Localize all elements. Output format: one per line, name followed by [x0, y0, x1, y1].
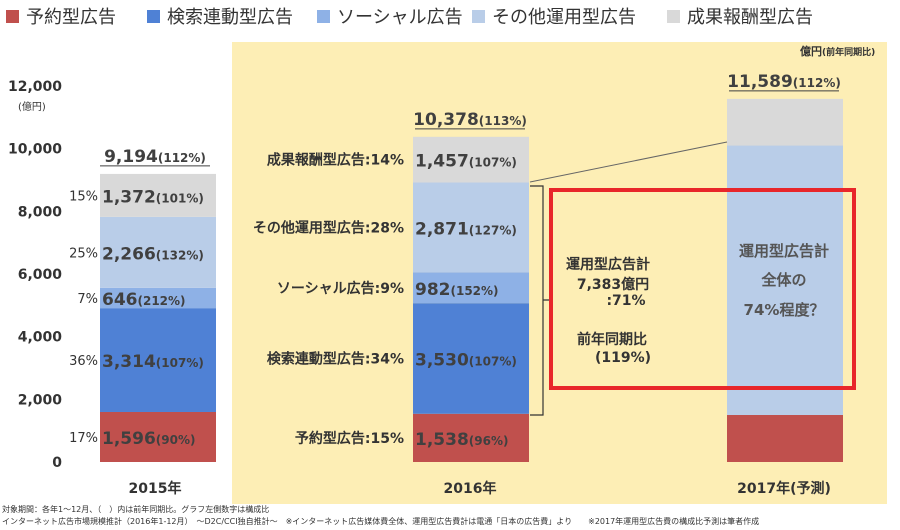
projection-annotation: 運用型広告計 全体の 74%程度？: [739, 242, 829, 319]
data-label-0-2: 646(212%): [102, 290, 186, 310]
legend-label-1: 検索連動型広告: [167, 7, 293, 28]
x-category-label-2: 2017年(予測): [737, 480, 831, 497]
data-label-1-3: 2,871(127%): [415, 219, 517, 239]
segment-share-label-2: ソーシャル広告:9%: [277, 280, 404, 297]
legend-label-4: 成果報酬型広告: [687, 7, 813, 28]
share-label-0-0: 17%: [69, 431, 98, 446]
bar-segment-0-4: [100, 173, 216, 217]
legend-swatch-0: [6, 10, 19, 23]
bar-segment-2-0: [727, 415, 843, 462]
data-label-1-1: 3,530(107%): [415, 351, 517, 371]
bar-segment-0-3: [100, 216, 216, 288]
segment-share-label-4: 成果報酬型広告:14%: [267, 152, 404, 169]
projection-line-1: 運用型広告計: [739, 242, 829, 260]
bracket: [530, 185, 550, 416]
data-label-1-0: 1,538(96%): [415, 430, 508, 450]
data-label-1-4: 1,457(107%): [415, 152, 517, 172]
x-category-label-1: 2016年: [444, 480, 497, 497]
y-tick-label: 10,000: [8, 142, 62, 158]
projection-line-3: 74%程度？: [744, 301, 825, 319]
unit-label: 億円(前年同期比): [800, 44, 875, 58]
unit-label-main: 億円: [800, 44, 822, 58]
share-label-0-1: 36%: [69, 354, 98, 369]
legend-swatch-2: [317, 10, 330, 23]
total-label-2: 11,589(112%): [727, 72, 841, 92]
footnote-1: 対象期間：各年1～12月、（ ）内は前年同期比。グラフ左側数字は構成比: [2, 504, 269, 514]
bar-segment-2-4: [727, 98, 843, 146]
bar-segment-1-1: [413, 303, 529, 414]
data-label-0-4: 1,372(101%): [102, 187, 204, 207]
legend: 予約型広告 検索連動型広告 ソーシャル広告 その他運用型広告 成果報酬型広告: [6, 7, 813, 28]
data-label-0-1: 3,314(107%): [102, 352, 204, 372]
y-tick-label: 2,000: [18, 392, 63, 408]
total-label-1: 10,378(113%): [413, 110, 527, 130]
share-label-0-2: 7%: [77, 292, 98, 307]
share-label-0-4: 15%: [69, 189, 98, 204]
legend-label-2: ソーシャル広告: [337, 7, 463, 28]
bar-segment-1-2: [413, 272, 529, 304]
x-category-label-0: 2015年: [129, 480, 182, 497]
bar-segment-1-4: [413, 136, 529, 183]
bar-segment-0-1: [100, 308, 216, 412]
bracket-line-2: 7,383億円: [577, 276, 649, 293]
bar-segment-0-0: [100, 411, 216, 462]
bar-segment-1-0: [413, 413, 529, 462]
segment-share-label-1: 検索連動型広告:34%: [267, 351, 404, 368]
bracket-line-5: (119%): [595, 350, 651, 366]
projection-connector-line: [529, 141, 728, 183]
total-label-0: 9,194(112%): [104, 147, 206, 167]
legend-swatch-3: [472, 10, 485, 23]
bracket-annotation: 運用型広告計 7,383億円 :71% 前年同期比 (119%): [566, 256, 651, 366]
unit-label-small: (前年同期比): [822, 46, 875, 58]
segment-share-label-0: 予約型広告:15%: [295, 430, 404, 447]
legend-label-3: その他運用型広告: [492, 7, 636, 28]
data-label-1-2: 982(152%): [415, 280, 499, 300]
bracket-line-3: :71%: [606, 293, 645, 309]
y-axis: 0 2,000 4,000 6,000 8,000 10,000 12,000: [8, 79, 62, 471]
y-tick-label: 0: [52, 455, 62, 471]
bar-segment-0-2: [100, 287, 216, 309]
y-axis-unit: (億円): [18, 100, 46, 113]
legend-swatch-1: [147, 10, 160, 23]
projection-line-2: 全体の: [760, 271, 806, 289]
bracket-line-4: 前年同期比: [577, 331, 647, 348]
bar-segment-1-3: [413, 182, 529, 273]
share-label-0-3: 25%: [69, 246, 98, 261]
y-tick-label: 4,000: [18, 330, 63, 346]
y-tick-label: 12,000: [8, 79, 62, 95]
bracket-line-1: 運用型広告計: [566, 256, 650, 273]
legend-swatch-4: [667, 10, 680, 23]
y-tick-label: 8,000: [18, 204, 63, 220]
y-tick-label: 6,000: [18, 267, 63, 283]
segment-share-label-3: その他運用型広告:28%: [253, 219, 404, 236]
highlight-red-box: [549, 188, 856, 390]
footnote-2: インターネット広告市場規模推計（2016年1-12月） ～D2C/CCI独自推計…: [2, 516, 759, 526]
data-label-0-3: 2,266(132%): [102, 244, 204, 264]
legend-label-0: 予約型広告: [26, 7, 116, 28]
data-label-0-0: 1,596(90%): [102, 429, 195, 449]
